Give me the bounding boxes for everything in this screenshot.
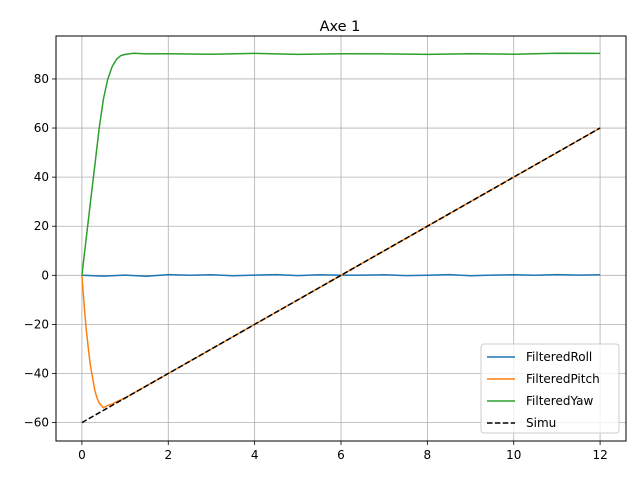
x-tick-label: 4: [251, 448, 259, 462]
x-tick-label: 6: [337, 448, 345, 462]
legend: FilteredRoll FilteredPitch FilteredYaw Simu: [480, 343, 620, 434]
x-tick-label: 0: [78, 448, 86, 462]
x-tick-label: 8: [424, 448, 432, 462]
legend-label: FilteredYaw: [526, 394, 593, 408]
y-tick-label: 60: [34, 121, 49, 135]
chart-title: Axe 1: [320, 19, 361, 35]
y-tick-label: 20: [34, 219, 49, 233]
x-tick-label: 12: [592, 448, 607, 462]
x-tick-label: 10: [506, 448, 521, 462]
y-tick-label: 0: [41, 268, 49, 282]
legend-label: Simu: [526, 416, 556, 430]
series-line-simu: [81, 127, 601, 424]
axis-ticks: 0 2 4 6 8 10 12 −60 −40 −20 0 20 40 60 80: [24, 72, 608, 462]
series-layer: [81, 52, 601, 424]
series-line-filteredyaw: [81, 52, 601, 276]
legend-label: FilteredPitch: [526, 372, 600, 386]
y-tick-label: −20: [24, 317, 49, 331]
x-tick-label: 2: [164, 448, 172, 462]
legend-box: [480, 343, 620, 434]
legend-label: FilteredRoll: [526, 350, 592, 364]
y-tick-label: −40: [24, 367, 49, 381]
y-tick-label: −60: [24, 416, 49, 430]
y-tick-label: 80: [34, 72, 49, 86]
y-tick-label: 40: [34, 170, 49, 184]
